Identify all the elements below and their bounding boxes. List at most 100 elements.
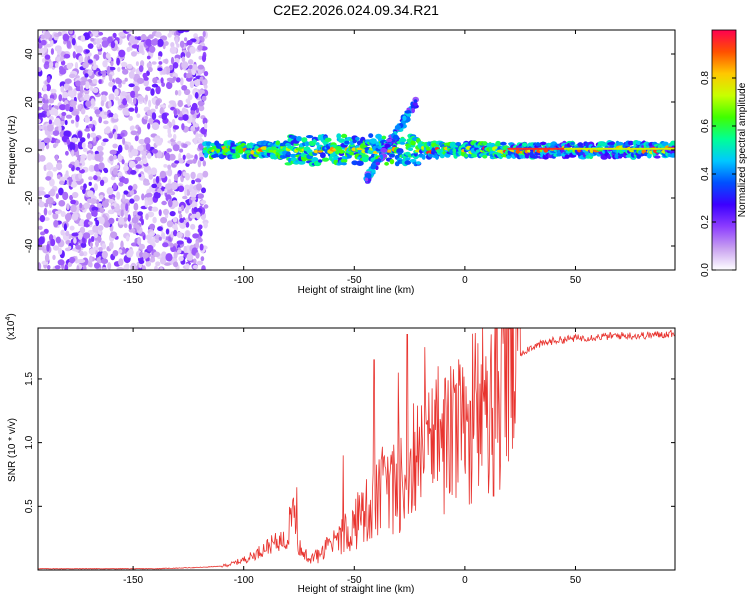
heatmap-cell [92,87,99,94]
snr-y-tick-label: 1.0 [24,435,35,449]
heatmap-cell [117,144,123,153]
heatmap-cell [100,70,107,75]
heatmap-cell [183,88,191,96]
heatmap-x-tick-label: -100 [234,275,254,286]
heatmap-cell [125,203,129,212]
heatmap-cell [627,140,634,146]
heatmap-cell [151,112,157,120]
heatmap-cell [137,95,144,102]
heatmap-cell [163,164,168,168]
heatmap-cell [149,231,155,237]
heatmap-cell [145,261,152,267]
heatmap-cell [127,185,133,191]
heatmap-cell [179,40,185,48]
heatmap-cell [96,39,100,48]
heatmap-cell [124,77,128,82]
heatmap-cell [192,158,197,164]
heatmap-cell [134,238,138,244]
colorbar-tick-label: 0.0 [700,263,711,277]
heatmap-cell [47,196,54,204]
heatmap-cell [77,232,83,240]
heatmap-cell [54,265,61,270]
heatmap-cell [107,262,112,270]
heatmap-cell [90,236,95,242]
heatmap-cell [92,78,98,84]
heatmap-cell [197,159,202,168]
heatmap-cell [162,43,166,50]
heatmap-cell [117,171,123,177]
heatmap-cell [570,141,575,146]
heatmap-cell [108,81,115,87]
heatmap-cell [384,161,389,166]
heatmap-cell [76,265,80,270]
heatmap-cell [315,142,320,146]
heatmap-cell [155,85,161,95]
heatmap-cell [129,198,135,204]
heatmap-cell [65,170,69,177]
heatmap-cell [194,178,201,183]
heatmap-cell [97,145,104,152]
heatmap-cell [203,221,208,229]
heatmap-cell [123,217,128,222]
heatmap-cell [93,58,97,66]
heatmap-cell [65,114,73,119]
heatmap-cell [191,102,198,111]
heatmap-cell [163,262,171,266]
heatmap-cell [103,168,109,174]
heatmap-cell [152,178,156,185]
heatmap-cell [66,62,73,70]
heatmap-cell [147,170,152,176]
heatmap-cell [193,138,198,145]
heatmap-cell [338,138,345,144]
heatmap-cell [87,143,93,149]
heatmap-cell [99,179,105,186]
heatmap-cell [203,84,208,89]
heatmap-cell [404,160,412,165]
heatmap-cell [168,100,176,105]
heatmap-cell [63,223,67,232]
heatmap-cell [151,206,159,212]
heatmap-cell [42,84,48,92]
colorbar-ramp [711,29,737,271]
heatmap-cell [115,96,119,101]
heatmap-cell [43,207,48,216]
heatmap-cell [169,46,177,54]
heatmap-cell [147,122,151,130]
heatmap-cell [339,149,344,154]
heatmap-cell [190,171,196,180]
heatmap-cell [143,181,151,186]
heatmap-cell [388,153,395,158]
heatmap-cell [344,140,350,145]
snr-x-tick-label: -100 [234,575,254,586]
heatmap-cell [101,36,108,41]
heatmap-cell [162,242,169,248]
heatmap-cell [68,233,72,240]
heatmap-cell [320,152,326,159]
heatmap-cell [69,225,75,231]
heatmap-cell [178,185,185,193]
heatmap-cell [92,210,98,217]
heatmap-cell [151,39,158,46]
heatmap-cell [175,37,179,45]
heatmap-cell [117,98,122,106]
heatmap-cell [183,30,190,33]
heatmap-cell [405,157,411,161]
heatmap-cell [159,107,164,115]
heatmap-cell [119,104,126,109]
heatmap-cell [126,250,134,258]
heatmap-cell [182,195,188,200]
heatmap-cell [182,143,188,148]
heatmap-cell [186,160,194,165]
heatmap-cell [142,265,146,270]
heatmap-cell [197,193,204,199]
heatmap-cell [131,216,139,224]
heatmap-cell [58,94,63,102]
heatmap-cell [71,100,77,107]
heatmap-cell [49,39,54,47]
heatmap-cell [94,150,99,155]
heatmap-cell [170,42,175,48]
heatmap-cell [56,162,63,171]
heatmap-cell [95,240,99,247]
heatmap-cell [142,251,149,259]
heatmap-cell [98,162,105,170]
